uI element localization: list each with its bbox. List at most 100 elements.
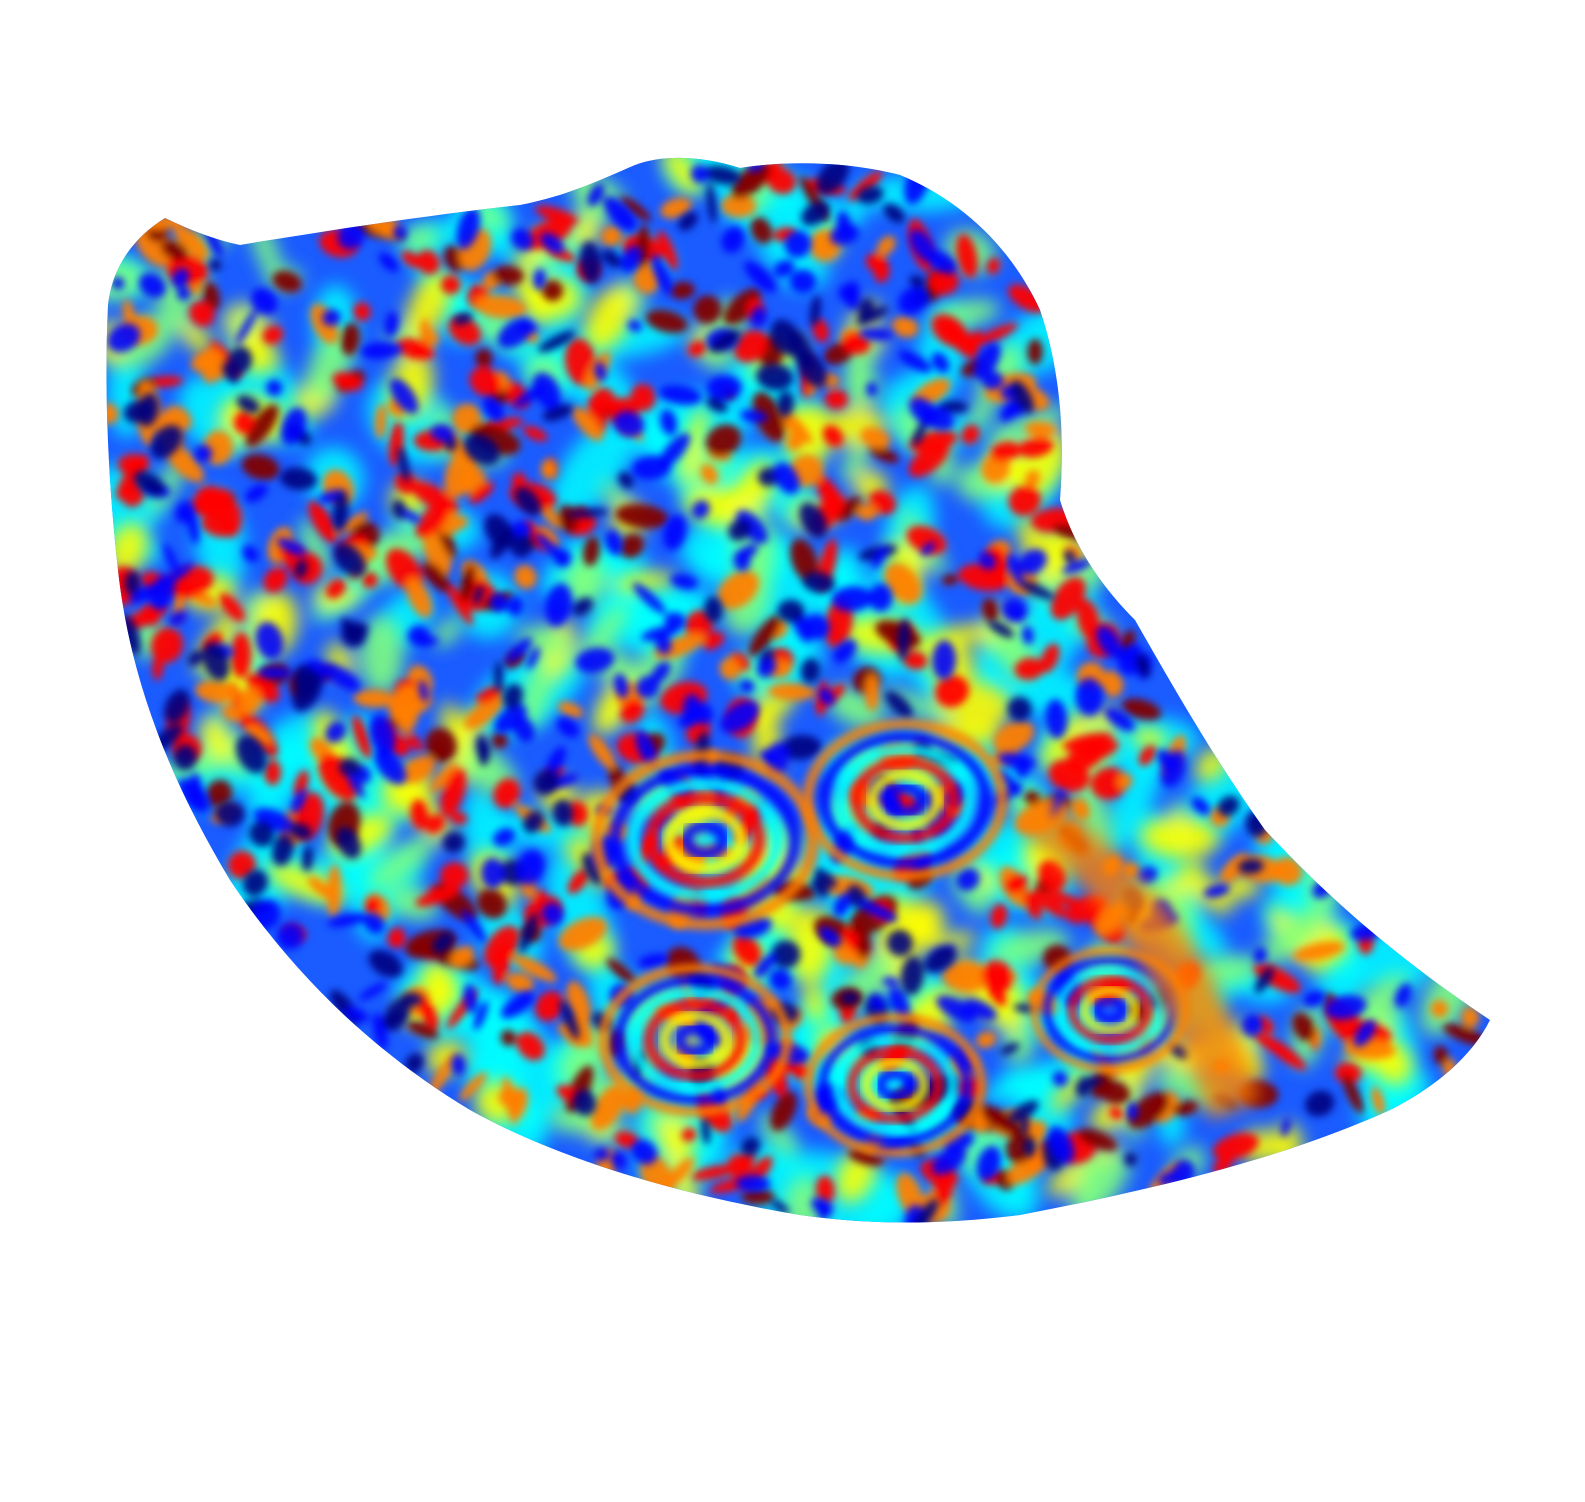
texture-blob bbox=[898, 287, 927, 315]
texture-blob bbox=[1039, 711, 1093, 769]
ring-band bbox=[802, 719, 1008, 882]
texture-blob bbox=[326, 578, 346, 599]
ring-band bbox=[832, 1035, 958, 1135]
texture-blob bbox=[410, 799, 429, 830]
texture-blob bbox=[562, 567, 603, 608]
texture-blob bbox=[326, 864, 342, 918]
texture-blob bbox=[389, 378, 419, 414]
texture-blob bbox=[441, 701, 468, 768]
texture-blob bbox=[394, 472, 418, 494]
texture-blob bbox=[463, 983, 478, 1014]
texture-blob bbox=[587, 183, 605, 207]
texture-blob bbox=[588, 734, 616, 770]
texture-blob bbox=[258, 667, 292, 679]
texture-blob bbox=[352, 715, 372, 759]
texture-blob bbox=[558, 701, 584, 718]
texture-blob bbox=[858, 327, 893, 341]
texture-blob bbox=[1272, 856, 1303, 886]
texture-blob bbox=[294, 559, 308, 579]
texture-blob bbox=[420, 960, 456, 999]
texture-blob bbox=[1253, 947, 1267, 964]
texture-blob bbox=[500, 1029, 517, 1046]
texture-blob bbox=[814, 1171, 909, 1223]
texture-blob bbox=[975, 1031, 997, 1049]
texture-blob bbox=[322, 309, 341, 326]
texture-blob bbox=[857, 185, 884, 205]
texture-blob bbox=[406, 733, 423, 752]
texture-blob bbox=[816, 158, 850, 195]
texture-blob bbox=[1395, 983, 1412, 1008]
ring-band bbox=[1067, 976, 1152, 1044]
texture-blob bbox=[942, 961, 991, 992]
texture-blob bbox=[163, 689, 190, 724]
texture-blob bbox=[691, 1164, 736, 1181]
texture-blob bbox=[891, 316, 919, 338]
texture-blob bbox=[549, 413, 639, 521]
texture-blob bbox=[360, 341, 403, 360]
texture-blob bbox=[461, 909, 487, 944]
texture-blob bbox=[186, 507, 200, 545]
texture-blob bbox=[378, 252, 399, 272]
texture-blob bbox=[756, 363, 794, 391]
texture-blob bbox=[693, 295, 722, 324]
texture-blob bbox=[396, 338, 435, 360]
texture-blob bbox=[818, 1200, 831, 1221]
texture-blob bbox=[388, 685, 424, 724]
texture-blob bbox=[299, 518, 332, 577]
texture-blob bbox=[422, 561, 450, 593]
texture-blob bbox=[451, 1053, 466, 1076]
texture-blob bbox=[1024, 421, 1056, 438]
texture-blob bbox=[401, 755, 435, 784]
texture-blob bbox=[773, 462, 800, 495]
texture-blob bbox=[848, 170, 883, 201]
texture-blob bbox=[492, 265, 524, 285]
texture-blob bbox=[404, 270, 452, 341]
texture-blob bbox=[506, 972, 534, 993]
texture-blob bbox=[1240, 1014, 1263, 1037]
texture-blob bbox=[1096, 625, 1122, 659]
texture-blob bbox=[494, 704, 527, 734]
texture-blob bbox=[750, 217, 773, 244]
texture-blob bbox=[242, 869, 268, 897]
texture-blob bbox=[1007, 696, 1032, 722]
texture-blob bbox=[263, 567, 288, 593]
texture-blob bbox=[961, 424, 980, 445]
texture-blob bbox=[289, 822, 312, 840]
texture-blob bbox=[787, 328, 814, 369]
texture-blob bbox=[189, 301, 215, 327]
texture-blob bbox=[246, 673, 280, 703]
ring-band bbox=[598, 963, 792, 1117]
texture-blob bbox=[1062, 558, 1092, 575]
texture-blob bbox=[641, 625, 680, 641]
texture-blob bbox=[723, 288, 762, 325]
texture-blob bbox=[344, 1007, 369, 1023]
texture-blob bbox=[657, 230, 678, 270]
texture-blob bbox=[633, 264, 660, 294]
texture-blob bbox=[924, 945, 957, 973]
texture-blob bbox=[833, 893, 851, 917]
texture-blob bbox=[571, 406, 603, 441]
texture-blob bbox=[941, 574, 959, 586]
texture-blob bbox=[931, 352, 950, 373]
texture-blob bbox=[469, 366, 502, 397]
texture-blob bbox=[1018, 548, 1047, 575]
texture-blob bbox=[540, 460, 557, 480]
texture-blob bbox=[931, 314, 968, 347]
texture-blob bbox=[632, 582, 666, 614]
texture-blob bbox=[510, 520, 531, 540]
texture-blob bbox=[522, 425, 548, 442]
texture-blob bbox=[1127, 1091, 1170, 1129]
texture-blob bbox=[459, 1072, 487, 1101]
texture-blob bbox=[687, 340, 707, 357]
texture-blob bbox=[582, 852, 603, 885]
texture-blob bbox=[1443, 1023, 1489, 1047]
texture-blob bbox=[816, 1175, 835, 1204]
texture-blob bbox=[402, 510, 422, 524]
texture-blob bbox=[1047, 1126, 1075, 1164]
texture-blob bbox=[602, 249, 622, 268]
texture-blob bbox=[1077, 1128, 1118, 1151]
texture-blob bbox=[727, 1153, 753, 1179]
texture-blob bbox=[400, 225, 439, 254]
texture-blob bbox=[533, 268, 547, 291]
texture-blob bbox=[533, 769, 560, 796]
